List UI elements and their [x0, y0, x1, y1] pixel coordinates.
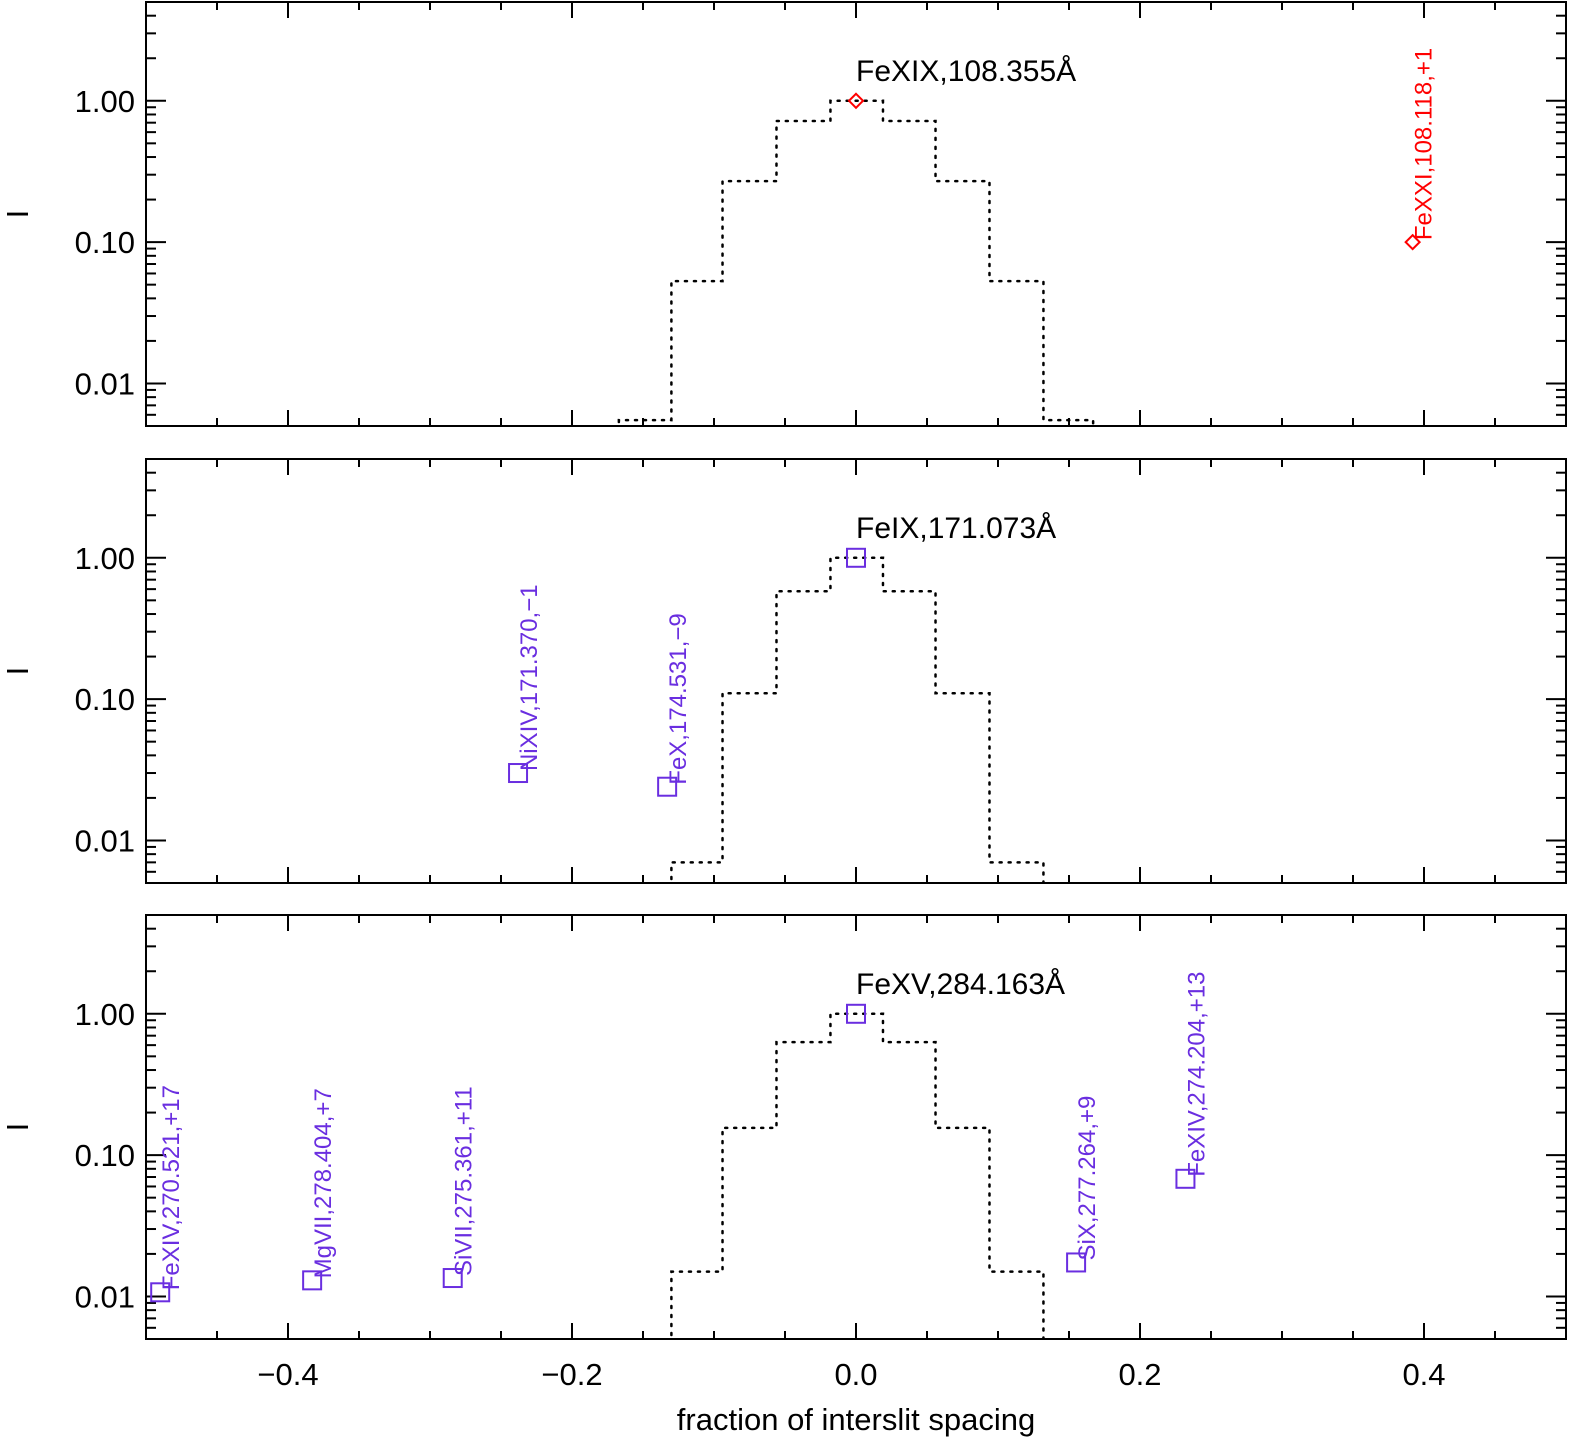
- y-tick-label: 0.10: [75, 682, 135, 717]
- panel-middle: FeIX,171.073Å I 1.00 0.10 0.01 NiXIV,171…: [0, 458, 1567, 884]
- y-tick-label: 0.01: [75, 1279, 135, 1314]
- square-marker: [846, 547, 866, 568]
- point-label: FeXXI,108.118,+1: [1411, 48, 1438, 240]
- point-label: SiX,277.264,+9: [1074, 1096, 1101, 1261]
- y-tick-label: 1.00: [75, 997, 135, 1032]
- square-marker: [1066, 1252, 1087, 1273]
- panel-bottom: FeXV,284.163Å I 1.00 0.10 0.01 FeXIV,270…: [0, 914, 1567, 1437]
- y-tick-label: 0.10: [75, 1138, 135, 1173]
- x-tick-label: 0.2: [1118, 1357, 1161, 1392]
- x-axis-label: fraction of interslit spacing: [677, 1402, 1035, 1437]
- main-line-label: FeIX,171.073Å: [856, 512, 1056, 545]
- y-tick-label: 0.01: [75, 823, 135, 858]
- main-line-label: FeXV,284.163Å: [856, 968, 1065, 1001]
- square-marker: [302, 1270, 323, 1291]
- x-tick-label: −0.4: [257, 1357, 318, 1392]
- y-axis-label: I: [0, 210, 35, 219]
- y-tick-label: 1.00: [75, 541, 135, 576]
- square-marker: [508, 763, 529, 784]
- main-line-label: FeXIX,108.355Å: [856, 55, 1076, 88]
- histogram-line: [617, 99, 1095, 426]
- x-tick-label: −0.2: [541, 1357, 602, 1392]
- square-marker: [442, 1268, 463, 1289]
- plot-frame: [145, 1, 1567, 427]
- histogram-line: [670, 556, 1045, 883]
- point-label: SiVII,275.361,+11: [451, 1086, 478, 1276]
- x-tick-label: 0.4: [1402, 1357, 1445, 1392]
- square-marker: [846, 1003, 866, 1024]
- point-label: FeXIV,274.204,+13: [1183, 971, 1210, 1176]
- histogram-line: [670, 1012, 1045, 1339]
- x-tick-label: 0.0: [834, 1357, 877, 1392]
- y-tick-label: 1.00: [75, 84, 135, 119]
- y-tick-label: 0.01: [75, 366, 135, 401]
- diamond-marker: [1404, 233, 1422, 251]
- point-label: MgVII,278.404,+7: [310, 1088, 337, 1278]
- point-label: FeX,174.531,−9: [665, 613, 692, 784]
- point-label: NiXIV,171.370,−1: [516, 584, 543, 771]
- point-label: FeXIV,270.521,+17: [158, 1085, 185, 1290]
- panel-top: FeXIX,108.355Å I 1.00 0.10 0.01 FeXXI,10…: [0, 1, 1567, 427]
- y-axis-label: I: [0, 1123, 35, 1132]
- square-marker: [1175, 1168, 1196, 1189]
- plot-frame: [145, 914, 1567, 1340]
- y-axis-label: I: [0, 667, 35, 676]
- square-marker: [657, 776, 678, 797]
- diamond-marker: [847, 92, 865, 110]
- square-marker: [150, 1282, 171, 1303]
- plot-frame: [145, 458, 1567, 884]
- y-tick-label: 0.10: [75, 225, 135, 260]
